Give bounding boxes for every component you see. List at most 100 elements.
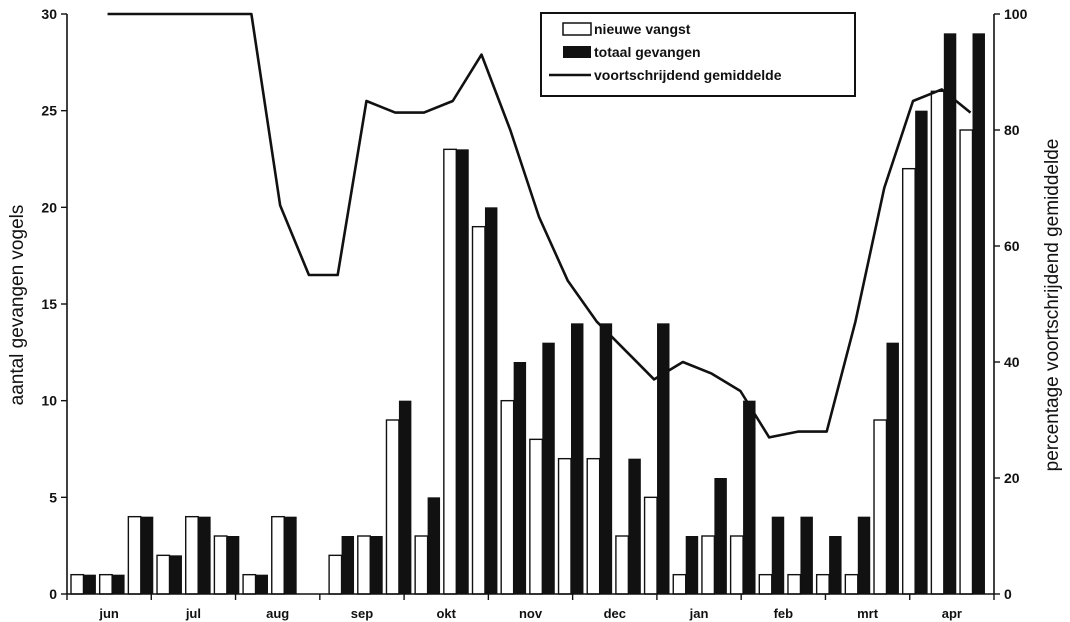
bar-totaal-gevangen [226,536,240,594]
bar-nieuwe-vangst [787,573,802,595]
bar-nieuwe-vangst [271,515,285,595]
bar-nieuwe-vangst [156,554,171,595]
bar-nieuwe-vangst [529,438,544,595]
legend-swatch-open [562,22,592,36]
bar-nieuwe-vangst [672,573,687,595]
x-tick-label-month: sep [351,606,373,621]
bar-nieuwe-vangst [959,129,974,595]
bar-totaal-gevangen [83,574,96,594]
bar-nieuwe-vangst [758,573,773,595]
line-voortschrijdend-gemiddelde [107,12,972,439]
bar-totaal-gevangen [915,110,928,595]
y-tick-label-right: 60 [1004,238,1020,254]
bar-nieuwe-vangst [357,535,371,595]
bar-totaal-gevangen [169,555,182,594]
bar-totaal-gevangen [599,323,613,594]
bar-totaal-gevangen [513,362,527,594]
axes-layer: 0 5 10 15 20 25 30 0 20 40 60 80 100 jun jul aug sep okt n… [41,6,1027,621]
x-tick-label-month: jan [689,606,709,621]
bar-totaal-gevangen [886,342,899,594]
x-tick-label-month: okt [436,606,456,621]
bar-totaal-gevangen [571,323,584,594]
bar-totaal-gevangen [484,207,498,595]
bar-totaal-gevangen [112,574,125,594]
bar-totaal-gevangen [800,516,813,594]
bar-nieuwe-vangst [729,535,744,595]
y-tick-label-left: 20 [41,199,57,215]
bar-totaal-gevangen [829,536,842,594]
bar-totaal-gevangen [743,400,756,594]
bar-nieuwe-vangst [185,515,199,595]
bar-nieuwe-vangst [414,535,429,595]
bar-nieuwe-vangst [873,419,888,595]
bar-totaal-gevangen [427,497,441,594]
bar-totaal-gevangen [943,33,957,595]
bar-nieuwe-vangst [127,515,142,595]
bar-totaal-gevangen [542,342,555,594]
y-tick-label-left: 15 [41,296,57,312]
y-tick-label-right: 20 [1004,470,1020,486]
bar-nieuwe-vangst [98,573,113,595]
bar-nieuwe-vangst [213,535,228,595]
x-tick-label-month: aug [266,606,289,621]
y-tick-label-right: 40 [1004,354,1020,370]
y-tick-label-right: 80 [1004,122,1020,138]
bar-totaal-gevangen [714,478,727,594]
legend-box [540,12,856,97]
bar-totaal-gevangen [398,400,412,594]
legend-label-line: voortschrijdend gemiddelde [594,67,782,83]
bar-nieuwe-vangst [901,167,916,595]
bar-totaal-gevangen [657,323,670,594]
bar-totaal-gevangen [771,516,785,594]
bar-nieuwe-vangst [586,457,601,595]
bar-totaal-gevangen [370,536,383,594]
legend-label-open: nieuwe vangst [594,21,691,37]
x-tick-label-month: dec [604,606,626,621]
bar-nieuwe-vangst [643,496,658,595]
y-tick-label-left: 5 [49,489,57,505]
bar-nieuwe-vangst [443,148,457,595]
bar-nieuwe-vangst [328,554,343,595]
bar-nieuwe-vangst [500,399,515,595]
bar-nieuwe-vangst [930,90,945,595]
y-axis-label-right: percentage voortschrijdend gemiddelde [1042,139,1063,472]
legend-label-filled: totaal gevangen [594,44,701,60]
legend: nieuwe vangst totaal gevangen voortschri… [540,12,856,97]
y-tick-label-left: 25 [41,103,57,119]
x-tick-label-month: feb [774,606,794,621]
y-tick-label-left: 10 [41,393,57,409]
x-tick-label-month: nov [519,606,543,621]
line-layer [107,12,972,439]
bar-nieuwe-vangst [70,573,85,595]
bar-nieuwe-vangst [242,573,257,595]
x-tick-label-month: jul [185,606,201,621]
x-tick-label-month: jun [98,606,119,621]
bar-nieuwe-vangst [615,535,630,595]
y-tick-label-left: 0 [49,586,57,602]
bar-totaal-gevangen [628,458,641,594]
bar-totaal-gevangen [972,33,985,595]
bar-totaal-gevangen [284,516,297,594]
bar-nieuwe-vangst [557,457,572,595]
bar-totaal-gevangen [685,536,699,594]
bar-totaal-gevangen [857,516,871,594]
legend-swatch-filled [563,46,591,58]
bar-nieuwe-vangst [471,225,486,595]
bar-nieuwe-vangst [815,573,830,595]
x-tick-label-month: apr [942,606,962,621]
bar-totaal-gevangen [341,536,355,594]
y-tick-label-left: 30 [41,6,57,22]
y-tick-label-right: 0 [1004,586,1012,602]
bar-totaal-gevangen [198,516,211,594]
bar-totaal-gevangen [255,574,268,594]
y-axis-label-left: aantal gevangen vogels [7,205,28,406]
bar-nieuwe-vangst [844,573,859,595]
bar-totaal-gevangen [456,149,469,595]
bar-totaal-gevangen [140,516,154,594]
x-tick-label-month: mrt [857,606,879,621]
bars-layer [70,33,985,595]
bar-nieuwe-vangst [701,535,716,595]
bar-nieuwe-vangst [385,419,400,595]
y-tick-label-right: 100 [1004,6,1028,22]
